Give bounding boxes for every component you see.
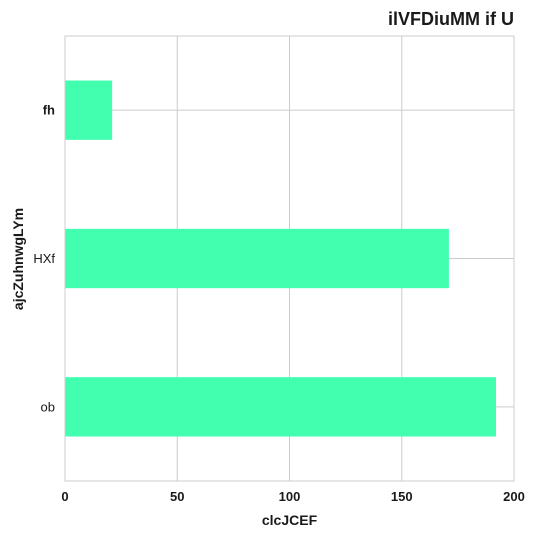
x-tick-label: 0 <box>61 489 68 504</box>
x-tick-label: 150 <box>391 489 413 504</box>
y-tick-label: HXf <box>33 251 55 266</box>
bar-ob <box>65 377 497 437</box>
chart-title: ilVFDiuMM if U <box>388 9 514 29</box>
bar-hxf <box>65 228 449 289</box>
y-tick-label: ob <box>41 399 55 414</box>
x-tick-label: 50 <box>170 489 184 504</box>
y-axis-label: ajcZuhnwgLYm <box>10 208 26 310</box>
y-tick-labels: fh HXf ob <box>33 103 55 415</box>
plot-frame <box>64 35 515 482</box>
x-tick-label: 100 <box>279 489 301 504</box>
x-tick-label: 200 <box>503 489 525 504</box>
bars-layer <box>65 80 497 437</box>
y-tick-label: fh <box>43 103 55 118</box>
x-axis-label: clcJCEF <box>262 512 318 528</box>
bar-fh <box>65 80 113 140</box>
x-tick-labels: 0 50 100 150 200 <box>61 489 524 504</box>
